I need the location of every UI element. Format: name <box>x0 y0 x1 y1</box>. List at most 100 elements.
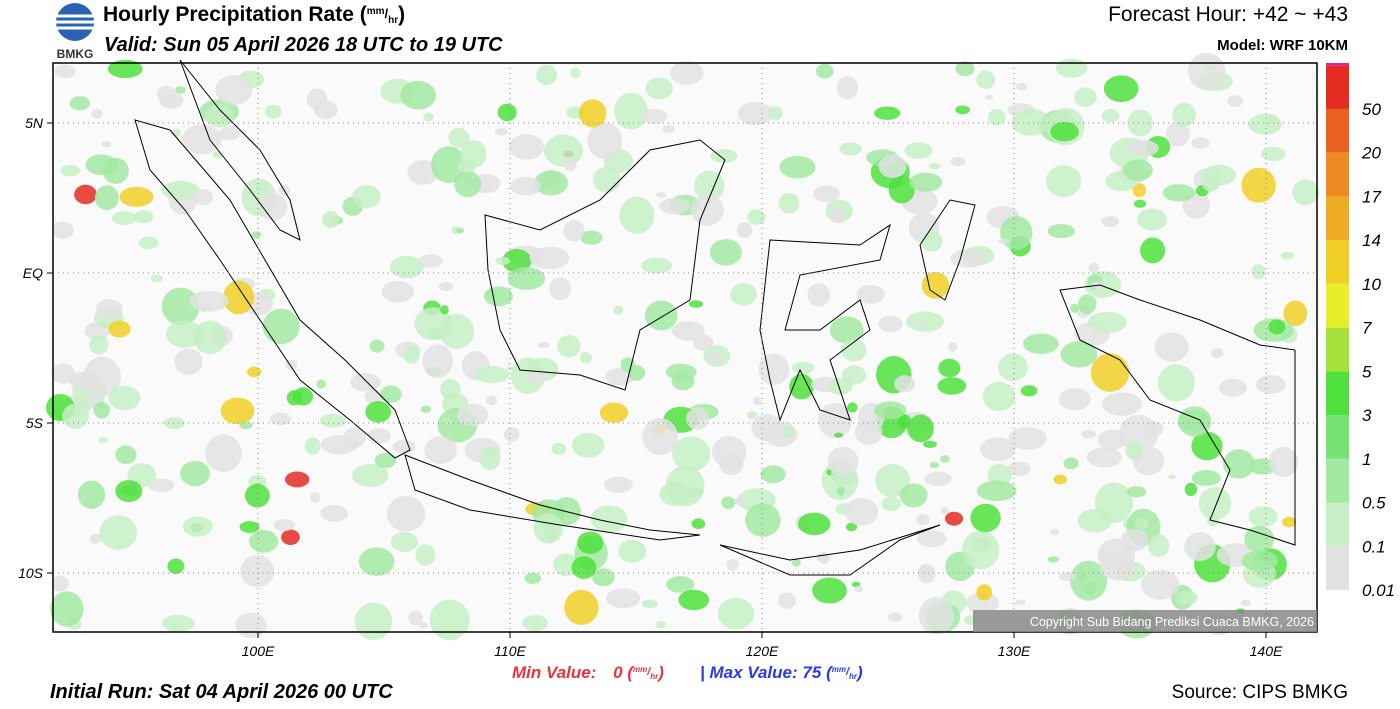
precip-cell <box>77 480 106 509</box>
precip-cell <box>420 405 432 413</box>
precip-cell <box>1223 449 1255 479</box>
precip-cell <box>812 577 847 604</box>
colorbar-label: 7 <box>1362 319 1372 338</box>
precip-cell <box>827 446 859 477</box>
precip-cell <box>1191 470 1221 486</box>
precip-cell <box>150 274 163 283</box>
precip-cell <box>507 267 546 290</box>
precip-cell <box>729 283 757 306</box>
precip-cell <box>390 531 418 552</box>
precip-cell <box>95 299 123 320</box>
precip-cell <box>418 621 428 629</box>
precip-cell <box>1058 388 1091 411</box>
precip-cell <box>205 104 234 128</box>
precip-cell <box>1053 474 1068 485</box>
graticule <box>53 63 1317 632</box>
precip-cell <box>747 209 766 225</box>
precip-cell <box>834 432 844 438</box>
precipitation-field <box>46 52 1320 641</box>
precip-cell <box>1125 442 1143 460</box>
precip-cell <box>767 106 783 121</box>
colorbar-swatch <box>1326 152 1349 197</box>
min-label: Min Value: <box>512 663 596 682</box>
precip-cell <box>1127 139 1159 157</box>
precip-cell <box>980 437 1016 462</box>
precip-cell <box>528 371 547 384</box>
precip-cell <box>940 507 949 515</box>
precip-cell <box>721 496 736 510</box>
precip-cell <box>350 373 381 392</box>
unit-close: ) <box>398 3 405 26</box>
precip-cell <box>511 357 545 394</box>
x-tick-label: 110E <box>494 643 526 659</box>
precip-cell <box>440 379 461 400</box>
precip-cell <box>1268 319 1286 335</box>
precip-cell <box>440 305 449 315</box>
title-text: Hourly Precipitation Rate <box>103 3 354 26</box>
y-tick-label: EQ <box>23 265 43 281</box>
precip-cell <box>366 428 391 444</box>
precip-cell <box>613 305 624 315</box>
precip-cell <box>533 513 564 544</box>
colorbar-swatch <box>1326 196 1349 241</box>
precip-cell <box>418 254 443 268</box>
precip-cell <box>887 612 903 622</box>
precip-cell <box>587 122 622 159</box>
precip-cell <box>1148 534 1170 557</box>
precip-cell <box>917 564 936 584</box>
precip-cell <box>875 463 910 498</box>
precip-cell <box>938 358 961 378</box>
initial-run: Initial Run: Sat 04 April 2026 00 UTC <box>50 681 393 703</box>
precip-cell <box>423 112 434 122</box>
precip-cell <box>1077 294 1097 315</box>
precip-cell <box>1241 167 1276 203</box>
precip-cell <box>782 425 795 439</box>
colorbar-swatch <box>1326 546 1349 590</box>
precip-cell <box>1097 538 1136 572</box>
precip-cell <box>163 417 185 430</box>
precip-cell <box>107 59 143 79</box>
precip-cell <box>1184 532 1216 561</box>
unit-den: hr <box>849 672 858 681</box>
precip-cell <box>686 407 709 430</box>
precip-cell <box>690 194 724 226</box>
precip-cell <box>945 511 964 526</box>
unit-num: mm <box>367 6 385 17</box>
precip-cell <box>606 588 641 609</box>
precip-cell <box>322 210 340 229</box>
precip-cell <box>844 498 879 526</box>
precip-cell <box>672 436 711 472</box>
precip-cell <box>1132 183 1146 198</box>
precip-cell <box>760 465 786 484</box>
precip-cell <box>671 372 695 391</box>
colorbar-label: 0.5 <box>1362 494 1386 513</box>
precip-cell <box>917 530 947 548</box>
precip-cell <box>928 163 941 170</box>
precip-cell <box>1011 108 1050 136</box>
logo: BMKG <box>56 3 94 61</box>
precip-cell <box>1058 572 1076 581</box>
precip-cell <box>948 342 958 352</box>
precip-cell <box>778 192 800 214</box>
precip-cell <box>1097 429 1126 451</box>
precip-cell <box>1069 303 1080 313</box>
precip-cell <box>89 533 102 544</box>
precip-cell <box>1176 590 1198 605</box>
colorbar-label: 50 <box>1362 100 1381 119</box>
precip-cell <box>564 589 599 626</box>
precip-cell <box>1154 332 1189 362</box>
map-frame <box>52 62 1318 633</box>
precip-cell <box>1241 550 1278 572</box>
precip-cell <box>818 402 853 439</box>
precip-cell <box>1177 406 1212 437</box>
precip-cell <box>1074 87 1097 108</box>
precip-cell <box>813 185 840 203</box>
precip-cell <box>483 286 513 307</box>
precip-cell <box>1191 431 1223 461</box>
precip-cell <box>551 442 567 455</box>
precip-cell <box>180 460 210 487</box>
precip-cell <box>215 75 253 105</box>
precip-cell <box>161 287 200 326</box>
precip-cell <box>751 414 783 442</box>
